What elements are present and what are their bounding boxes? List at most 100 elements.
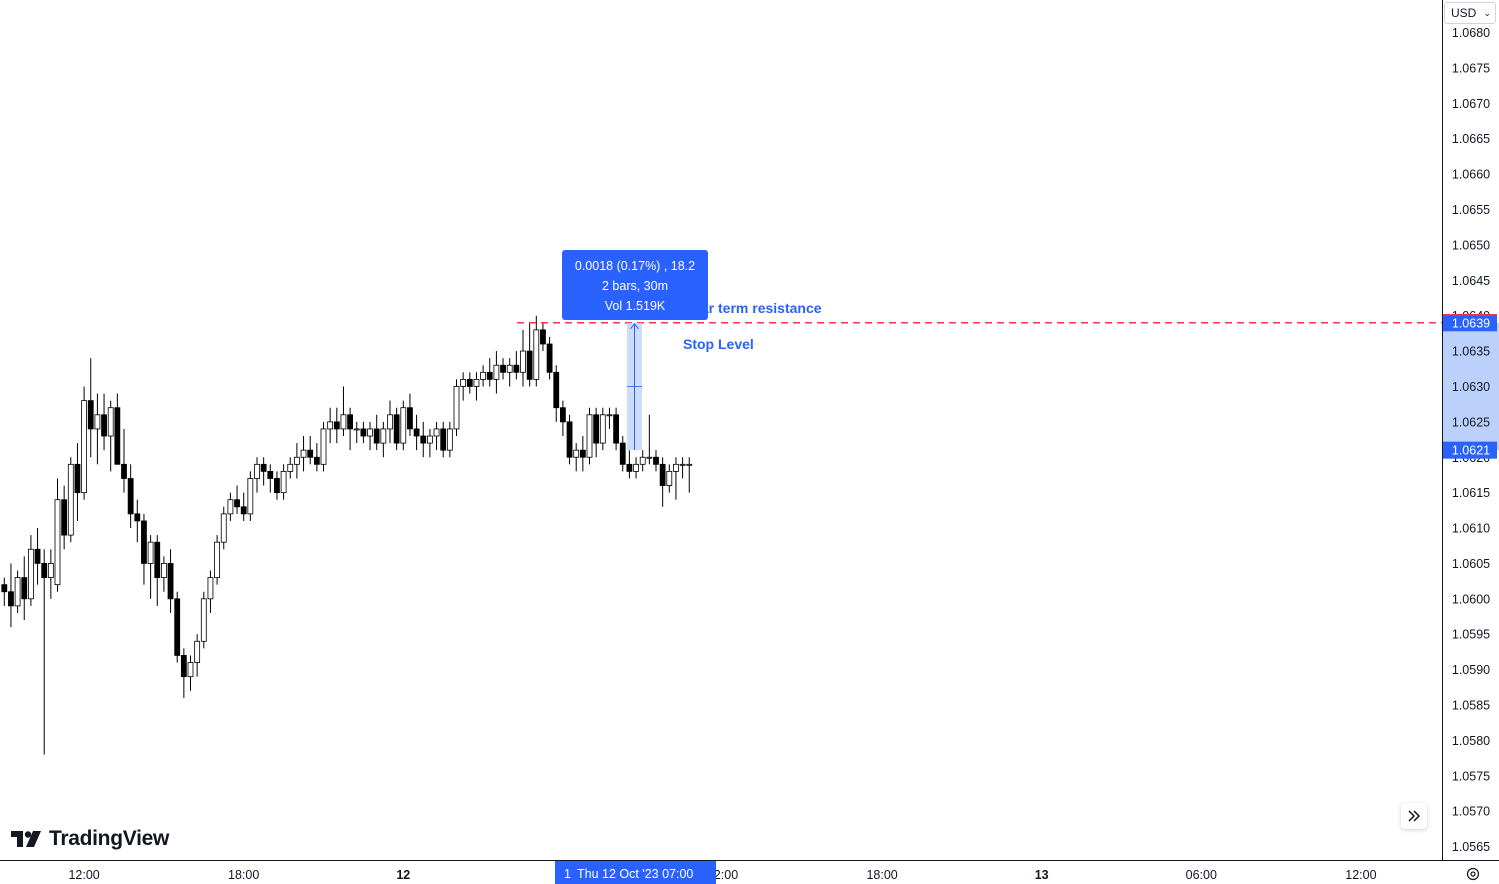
candle xyxy=(234,485,240,514)
candle xyxy=(327,407,334,444)
candle-body xyxy=(327,421,334,430)
candle-body xyxy=(613,414,619,444)
candle-body xyxy=(566,421,573,458)
candle xyxy=(353,421,360,444)
candle-body xyxy=(493,364,500,380)
candle-body xyxy=(174,598,181,656)
candle-body xyxy=(639,456,646,465)
candle xyxy=(526,322,533,387)
candle xyxy=(579,436,586,472)
chart-settings-button[interactable] xyxy=(1463,865,1483,883)
candle-body xyxy=(280,471,287,494)
candle-body xyxy=(666,471,673,486)
candle-body xyxy=(1,584,8,593)
candle-body xyxy=(593,414,600,444)
candle xyxy=(400,400,407,451)
candle xyxy=(540,322,546,352)
price-tick-label: 1.0635 xyxy=(1452,345,1490,359)
candle-body xyxy=(347,414,354,430)
candle xyxy=(101,393,107,451)
resistance-price-tag-text: 1.0639 xyxy=(1452,316,1490,330)
price-tick-label: 1.0595 xyxy=(1452,628,1490,642)
candle xyxy=(520,329,526,387)
drawings: Stop Level Near term resistance 0.0018 (0.… xyxy=(517,250,1442,451)
price-tick-label: 1.0605 xyxy=(1452,557,1490,571)
time-tick-label: 13 xyxy=(1035,868,1049,882)
candle xyxy=(154,535,161,606)
candle-body xyxy=(453,386,460,430)
scroll-to-realtime-button[interactable] xyxy=(1401,803,1427,829)
candle xyxy=(373,414,380,451)
candle xyxy=(446,421,453,458)
measure-tooltip-change: 0.0018 (0.17%) , 18.2 xyxy=(575,259,695,273)
candle-body xyxy=(313,456,320,465)
candle xyxy=(413,414,420,451)
price-tick-label: 1.0590 xyxy=(1452,663,1490,677)
candle-body xyxy=(420,435,427,444)
candle xyxy=(426,428,433,458)
candle-body xyxy=(353,428,360,431)
measure-arrow-head xyxy=(630,322,639,330)
candle xyxy=(127,464,134,529)
time-tick-label: 12 xyxy=(396,868,410,882)
price-axis-range-highlight xyxy=(1443,322,1499,451)
candle xyxy=(280,464,287,500)
price-tick-label: 1.0630 xyxy=(1452,380,1490,394)
time-axis[interactable]: 12:00 18:00 12 12:00 18:00 13 06:00 12:001 Thu 1… xyxy=(68,861,1377,884)
candle xyxy=(506,358,513,387)
logo-text: TradingView xyxy=(49,827,170,850)
candle-body xyxy=(320,428,327,465)
price-tick-label: 1.0670 xyxy=(1452,97,1490,111)
candle-body xyxy=(586,414,593,458)
candle xyxy=(187,655,194,691)
candle xyxy=(513,351,520,380)
candle xyxy=(466,372,473,394)
candle xyxy=(260,457,267,486)
candle-body xyxy=(41,563,48,578)
candle-body xyxy=(446,428,453,451)
candle-body xyxy=(260,463,267,472)
resistance-label[interactable]: Near term resistance xyxy=(683,300,822,316)
currency-select[interactable]: USD ⌄ xyxy=(1444,2,1496,24)
time-tick-label: 18:00 xyxy=(228,868,259,882)
candle xyxy=(480,365,487,387)
candle xyxy=(626,450,633,479)
price-axis[interactable]: 1.0680 1.0675 1.0670 1.0665 1.0660 1.0655 1.06… xyxy=(1443,26,1497,854)
stop-level-label[interactable]: Stop Level xyxy=(683,336,754,352)
candle-body xyxy=(606,414,613,417)
crosshair-time-box xyxy=(555,861,716,884)
candle xyxy=(407,393,413,437)
candle-body xyxy=(307,449,314,458)
candle-body xyxy=(626,463,633,472)
candle xyxy=(686,457,693,493)
candle-body xyxy=(373,428,380,444)
candle xyxy=(560,400,566,437)
candle xyxy=(61,485,68,550)
candle xyxy=(147,535,154,599)
measure-tooltip-volume: Vol 1.519K xyxy=(605,299,666,313)
price-tick-label: 1.0575 xyxy=(1452,769,1490,783)
candle xyxy=(393,407,400,451)
candle xyxy=(300,436,307,472)
candle-body xyxy=(67,463,74,536)
price-tick-label: 1.0680 xyxy=(1452,26,1490,40)
candle xyxy=(8,563,14,628)
candle-body xyxy=(360,428,367,437)
candle-body xyxy=(300,449,307,458)
candle-body xyxy=(367,428,373,437)
candle-body xyxy=(61,499,68,536)
candle xyxy=(659,457,666,507)
double-chevron-right-icon xyxy=(1408,810,1421,822)
candle-body xyxy=(679,463,686,466)
tradingview-logo[interactable]: TradingView xyxy=(11,826,169,852)
measure-tooltip-box xyxy=(562,250,708,320)
crosshair-time-text: Thu 12 Oct '23 07:00 xyxy=(577,867,693,881)
candle-body xyxy=(533,329,540,380)
candle-body xyxy=(14,577,21,607)
range-low-price-tag: 1.0621 xyxy=(1443,441,1497,459)
candle-body xyxy=(200,598,207,642)
candle xyxy=(420,421,427,458)
candle-body xyxy=(413,428,420,437)
candle-body xyxy=(187,662,194,678)
